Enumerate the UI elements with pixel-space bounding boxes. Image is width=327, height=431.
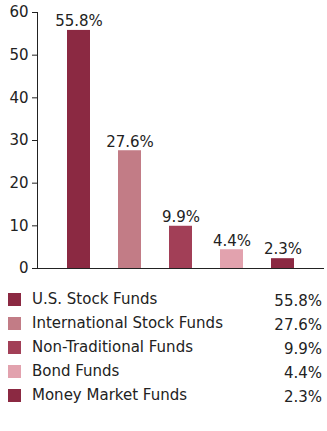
svg-text:50: 50 [9, 46, 28, 64]
svg-text:10: 10 [9, 217, 28, 235]
svg-text:9.9%: 9.9% [162, 208, 200, 226]
html-text:27.6%: 27.6% [274, 316, 322, 334]
svg-text:4.4%: 4.4% [213, 232, 251, 250]
svg-text:27.6%: 27.6% [106, 133, 154, 151]
svg-text:60: 60 [9, 3, 28, 21]
svg-text:20: 20 [9, 174, 28, 192]
html-text:55.8%: 55.8% [274, 292, 322, 310]
svg-text:40: 40 [9, 89, 28, 107]
html-text:Non-Traditional Funds: Non-Traditional Funds [32, 338, 193, 356]
html-text:Bond Funds: Bond Funds [32, 362, 120, 380]
svg-text:55.8%: 55.8% [55, 12, 103, 30]
svg-text:2.3%: 2.3% [264, 240, 302, 258]
html-text:9.9%: 9.9% [283, 340, 322, 358]
html-text:U.S. Stock Funds: U.S. Stock Funds [32, 290, 158, 308]
html-text:4.4%: 4.4% [283, 364, 322, 382]
html-text:Money Market Funds: Money Market Funds [32, 386, 187, 404]
html-text:International Stock Funds: International Stock Funds [32, 314, 223, 332]
svg-text:0: 0 [19, 259, 29, 277]
svg-text:30: 30 [9, 131, 28, 149]
html-text:2.3%: 2.3% [283, 388, 322, 406]
